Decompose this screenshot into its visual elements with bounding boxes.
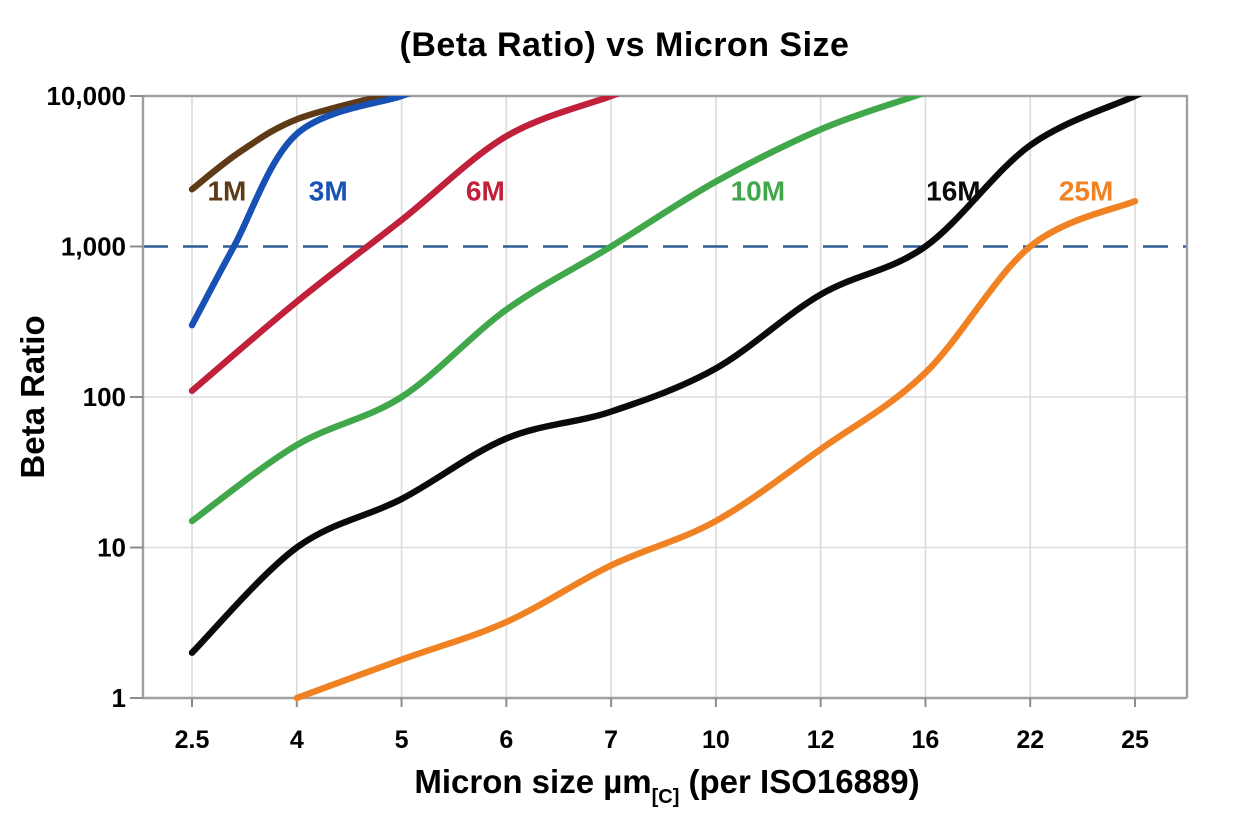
x-tick-label-5: 5 bbox=[395, 726, 409, 754]
series-3M-label: 3M bbox=[309, 176, 348, 207]
series-25M-label: 25M bbox=[1059, 176, 1113, 207]
x-tick-label-10: 10 bbox=[702, 726, 730, 754]
series-labels: 1M 3M 6M 10M 16M 25M bbox=[207, 176, 1113, 207]
x-tick-label-2.5: 2.5 bbox=[175, 726, 210, 754]
y-tick-label-1000: 1,000 bbox=[61, 232, 126, 262]
x-tick-label-16: 16 bbox=[912, 726, 940, 754]
y-tick-label-10000: 10,000 bbox=[46, 81, 126, 111]
y-tick-label-100: 100 bbox=[83, 382, 126, 412]
series-curves bbox=[188, 96, 1143, 702]
x-axis-title: Micron size µm[C] (per ISO16889) bbox=[414, 763, 919, 808]
series-6M-curve bbox=[188, 96, 621, 394]
series-3M-curve bbox=[188, 96, 412, 329]
series-1M-label: 1M bbox=[207, 176, 246, 207]
x-tick-label-6: 6 bbox=[499, 726, 513, 754]
y-axis-title: Beta Ratio bbox=[14, 315, 51, 478]
series-10M-curve bbox=[188, 96, 925, 525]
x-tick-label-4: 4 bbox=[290, 726, 304, 754]
x-tick-label-7: 7 bbox=[604, 726, 618, 754]
chart-title: (Beta Ratio) vs Micron Size bbox=[399, 26, 850, 64]
series-1M-curve bbox=[188, 96, 393, 193]
series-16M-label: 16M bbox=[926, 176, 980, 207]
y-tick-label-1: 1 bbox=[112, 683, 126, 713]
gridlines bbox=[143, 96, 1187, 698]
x-tick-label-22: 22 bbox=[1016, 726, 1044, 754]
series-25M-curve bbox=[293, 198, 1139, 702]
series-16M-curve bbox=[188, 96, 1143, 656]
x-tick-label-25: 25 bbox=[1121, 726, 1149, 754]
series-10M-label: 10M bbox=[731, 176, 785, 207]
series-6M-label: 6M bbox=[466, 176, 505, 207]
y-tick-label-10: 10 bbox=[97, 533, 126, 563]
tick-marks bbox=[130, 95, 1136, 707]
x-tick-label-12: 12 bbox=[807, 726, 835, 754]
